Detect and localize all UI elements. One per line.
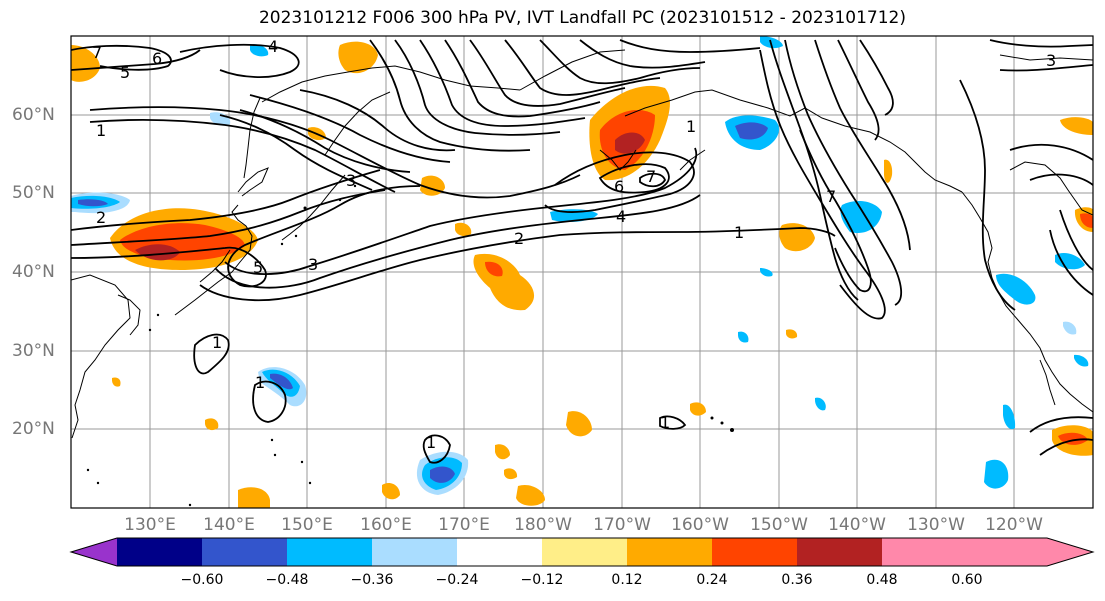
map-frame [70, 35, 1094, 509]
pv-contour-label: 3 [1046, 51, 1056, 70]
lon-label: 140°W [828, 515, 886, 535]
lat-label: 60°N [12, 105, 55, 125]
colorbar-tick-label: −0.12 [520, 572, 564, 588]
lon-label: 150°E [281, 515, 333, 535]
pv-contour-label: 1 [426, 433, 436, 452]
pv-contour-label: 5 [253, 258, 263, 277]
colorbar-segment [202, 538, 287, 566]
colorbar-outline [69, 537, 1095, 567]
pv-contour-label: 5 [120, 63, 130, 82]
pv-contour-label: 7 [646, 167, 656, 186]
colorbar-tick-label: 0.48 [866, 572, 898, 588]
colorbar-segment [457, 538, 542, 566]
colorbar-tick-label: 0.24 [696, 572, 728, 588]
lat-label: 50°N [12, 183, 55, 203]
colorbar-segment [797, 538, 882, 566]
pv-contour-label: 1 [686, 117, 696, 136]
islands [86, 184, 734, 507]
pv-contour-label: 2 [514, 229, 524, 248]
pv-contour-labels: 7 5 6 1 2 3 5 3 4 6 7 1 4 2 1 7 1 1 3 1 … [92, 37, 1056, 452]
colorbar-tick-label: 0.36 [781, 572, 813, 588]
pv-contour-label: 1 [212, 333, 222, 352]
colorbar-segment [117, 538, 202, 566]
pv-contour-label: 4 [616, 207, 626, 226]
colorbar-segment [542, 538, 627, 566]
pv-contour-label: 1 [734, 223, 744, 242]
lon-label: 130°E [124, 515, 176, 535]
colorbar-segment [372, 538, 457, 566]
lon-label: 120°W [985, 515, 1043, 535]
colorbar-segment [712, 538, 797, 566]
map-title: 2023101212 F006 300 hPa PV, IVT Landfall… [258, 8, 906, 28]
lon-label: 160°E [360, 515, 412, 535]
pv-contour-label: 6 [614, 177, 624, 196]
pv-contours [71, 39, 1093, 464]
colorbar-tick-label: −0.60 [180, 572, 224, 588]
colorbar-extend-low [71, 538, 117, 566]
lon-label: 160°W [671, 515, 729, 535]
colorbar-tick-label: −0.36 [350, 572, 394, 588]
lon-label: 130°W [907, 515, 965, 535]
pv-contour-label: 3 [346, 171, 356, 190]
pv-contour-label: 1 [660, 413, 670, 432]
colorbar-tick-label: 0.60 [951, 572, 983, 588]
lon-label: 180°W [514, 515, 572, 535]
pv-contour-label: 6 [152, 49, 162, 68]
lat-label: 40°N [12, 262, 55, 282]
pv-contour-label: 4 [268, 37, 278, 56]
lon-label: 150°W [750, 515, 808, 535]
colorbar-segment [627, 538, 712, 566]
pv-contour-label: 7 [92, 43, 102, 62]
colorbar-tick-label: −0.24 [435, 572, 479, 588]
colorbar-segment [287, 538, 372, 566]
pv-contour-label: 1 [96, 121, 106, 140]
lon-label: 170°W [593, 515, 651, 535]
colorbar [69, 537, 1095, 567]
pv-contour-label: 1 [255, 373, 265, 392]
lon-label: 170°E [438, 515, 490, 535]
colorbar-extend-high [882, 538, 1093, 566]
pv-contour-label: 2 [96, 208, 106, 227]
lat-label: 20°N [12, 419, 55, 439]
lon-label: 140°E [203, 515, 255, 535]
colorbar-tick-label: −0.48 [265, 572, 309, 588]
colorbar-tick-label: 0.12 [611, 572, 643, 588]
lat-label: 30°N [12, 341, 55, 361]
pv-contour-label: 7 [826, 187, 836, 206]
coastlines [71, 49, 1093, 439]
pv-contour-label: 3 [308, 255, 318, 274]
